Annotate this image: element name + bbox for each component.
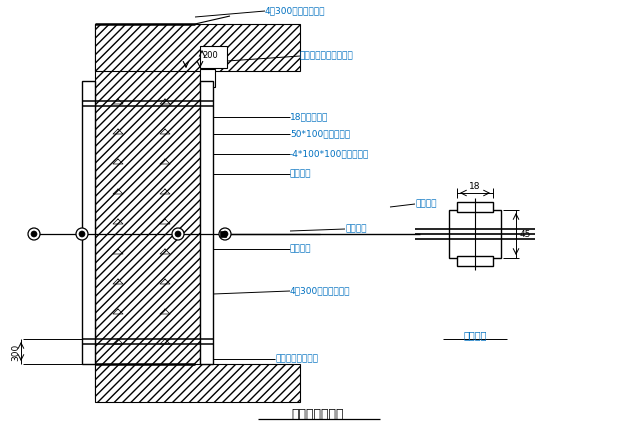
Text: 18: 18	[469, 181, 481, 191]
Circle shape	[31, 231, 37, 237]
Text: -4*100*100钢板止水片: -4*100*100钢板止水片	[290, 149, 369, 158]
Text: 4厚300宽钢板止水带: 4厚300宽钢板止水带	[265, 7, 325, 16]
Circle shape	[28, 228, 40, 240]
Bar	[457, 256, 493, 266]
Text: 钢管模撑: 钢管模撑	[290, 169, 311, 178]
Text: 200: 200	[202, 50, 217, 59]
Text: 木屋大枋: 木屋大枋	[463, 329, 487, 339]
Circle shape	[175, 231, 181, 237]
Bar	[200, 82, 213, 364]
Bar	[82, 82, 95, 364]
Bar	[220, 231, 226, 237]
Text: 次二层（次一层）楼层: 次二层（次一层）楼层	[300, 51, 354, 60]
Bar	[200, 47, 227, 69]
Circle shape	[219, 228, 231, 240]
Text: 4厚300宽钢板止水带: 4厚300宽钢板止水带	[290, 286, 351, 295]
Text: 次三层（次二层）: 次三层（次二层）	[275, 354, 318, 363]
Text: 18厚木胶合板: 18厚木胶合板	[290, 112, 328, 121]
Bar	[95, 25, 300, 72]
Bar	[200, 70, 215, 88]
Text: 限位钢管: 限位钢管	[415, 199, 436, 208]
Bar	[95, 25, 200, 399]
Text: 挡墙模板支设图: 挡墙模板支设图	[292, 408, 344, 421]
Bar	[457, 203, 493, 213]
Text: 步行大枋: 步行大枋	[290, 244, 311, 253]
Text: 对拉螺杆: 对拉螺杆	[345, 224, 366, 233]
Circle shape	[222, 231, 228, 237]
Bar	[95, 364, 300, 402]
Text: 50*100木枋竖管撑: 50*100木枋竖管撑	[290, 129, 350, 138]
Text: 45: 45	[520, 230, 531, 239]
Text: 300: 300	[11, 342, 20, 360]
Circle shape	[79, 231, 85, 237]
Bar	[449, 210, 501, 258]
Circle shape	[172, 228, 184, 240]
Circle shape	[76, 228, 88, 240]
